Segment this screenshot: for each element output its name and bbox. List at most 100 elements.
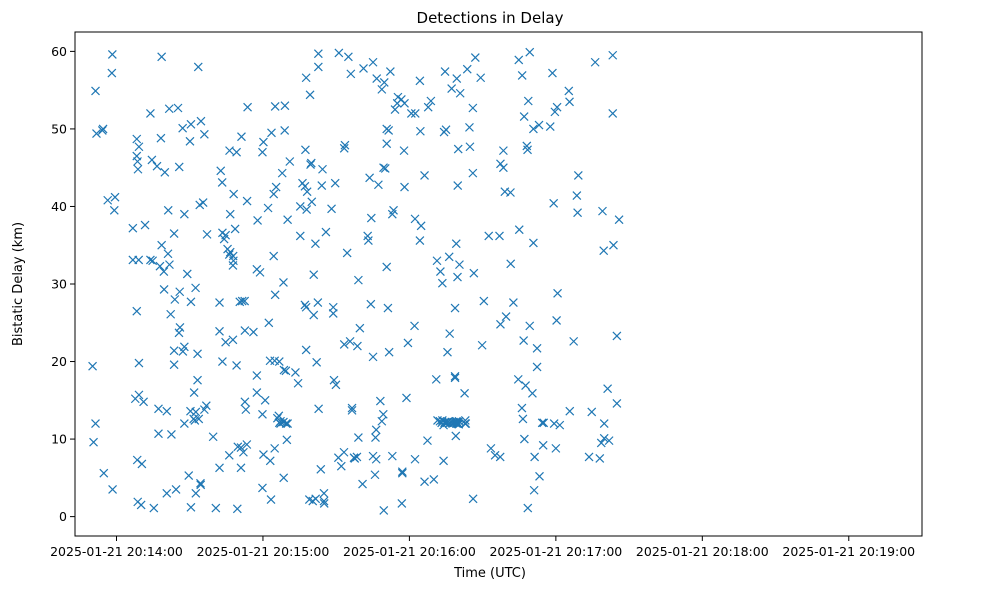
data-point [366,213,376,223]
data-point [302,187,312,197]
data-point [280,126,290,135]
data-point [98,124,108,134]
data-point [523,96,533,106]
data-point [282,435,292,445]
data-point [450,303,460,313]
data-point [140,220,150,230]
data-point [564,86,574,96]
data-point [352,341,362,351]
data-point [379,505,389,515]
data-point [301,345,311,355]
data-point [160,167,170,177]
data-point [263,203,273,213]
data-point [300,145,310,155]
data-point [193,349,202,359]
data-point [169,229,179,239]
data-point [495,231,504,241]
x-tick-label: 2025-01-21 20:14:00 [50,544,183,559]
y-tick-label: 10 [51,432,67,447]
data-point [170,295,180,304]
data-point [137,459,147,469]
data-point [293,378,303,388]
data-point [217,178,227,187]
data-point [599,246,609,256]
data-point [572,191,582,201]
data-point [319,499,329,508]
data-point [416,221,426,231]
data-point [285,157,295,166]
data-point [498,146,508,156]
data-point [555,420,565,430]
data-point [339,447,349,457]
data-point [300,181,310,191]
data-point [455,88,465,98]
data-point [269,189,279,199]
y-tick-label: 0 [59,509,67,524]
plot-area [75,32,922,536]
data-point [551,443,561,453]
data-point [519,434,529,444]
data-point [359,64,368,73]
data-point [451,431,461,441]
data-point [264,318,274,328]
data-point [518,414,528,424]
data-point [260,395,270,405]
data-point [253,215,263,225]
data-point [270,443,280,453]
data-point [128,223,138,233]
data-point [410,454,420,464]
data-point [229,189,239,199]
data-point [426,96,436,106]
data-point [321,227,331,237]
data-point [309,270,319,280]
data-point [353,433,363,442]
data-point [517,403,527,413]
y-tick-label: 40 [51,199,67,214]
data-point [237,296,247,306]
data-point [397,468,407,478]
data-point [236,463,246,473]
data-point [397,499,407,508]
data-point [165,260,174,270]
data-point [519,112,529,121]
data-point [242,440,252,449]
data-point [295,231,305,241]
data-point [377,84,387,94]
data-point [495,452,505,462]
data-point [384,126,394,135]
data-point [420,477,429,487]
data-point [228,256,238,266]
data-point [410,321,419,331]
data-point [283,419,293,428]
x-axis-ticks: 2025-01-21 20:14:00 2025-01-21 20:15:00 20… [50,536,915,559]
y-tick-label: 60 [51,44,67,59]
data-point [484,231,494,241]
data-point [523,145,532,155]
data-point [453,144,463,154]
data-point [387,451,397,461]
data-point [134,390,144,400]
data-point [379,77,389,87]
data-point [506,259,516,269]
data-point [191,283,201,293]
data-point [609,240,618,250]
data-point [319,496,329,506]
data-point [318,164,327,174]
data-point [89,437,98,447]
data-point [331,380,341,390]
data-point [614,215,624,225]
data-point [345,336,355,346]
data-point [529,485,539,495]
data-point [225,247,235,257]
data-point [366,299,376,309]
data-point [179,342,189,352]
data-point [191,488,201,498]
data-point [242,196,252,206]
data-point [211,503,221,513]
data-point [496,159,505,169]
data-point [501,312,511,321]
data-point [146,108,155,118]
data-point [453,181,463,190]
data-point [608,50,618,60]
data-point [230,224,240,234]
